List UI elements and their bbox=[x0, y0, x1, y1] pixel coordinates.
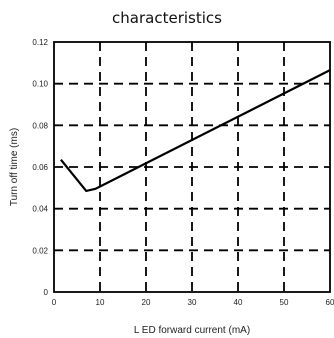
plot-border bbox=[53, 41, 331, 293]
y-tick-label: 0.08 bbox=[32, 121, 48, 130]
x-tick-labels: 0 10 20 30 40 50 60 bbox=[52, 298, 334, 307]
x-tick-label: 50 bbox=[280, 298, 289, 307]
series-layer bbox=[60, 69, 331, 193]
x-tick-label: 0 bbox=[52, 298, 57, 307]
y-tick-label: 0.10 bbox=[32, 80, 48, 89]
y-tick-label: 0.02 bbox=[32, 246, 48, 255]
y-tick-label: 0 bbox=[44, 288, 49, 297]
series-line bbox=[60, 69, 331, 193]
x-axis-label: L ED forward current (mA) bbox=[134, 325, 250, 336]
x-tick-label: 60 bbox=[326, 298, 334, 307]
y-axis-label: Turn off time (ms) bbox=[9, 128, 20, 206]
plot-frame bbox=[53, 41, 331, 293]
chart-title: characteristics bbox=[112, 9, 222, 27]
x-tick-label: 20 bbox=[142, 298, 151, 307]
y-tick-label: 0.06 bbox=[32, 163, 48, 172]
x-tick-label: 40 bbox=[234, 298, 243, 307]
grid-lines bbox=[54, 42, 330, 292]
y-tick-label: 0.12 bbox=[32, 38, 48, 47]
x-tick-label: 10 bbox=[96, 298, 105, 307]
y-tick-label: 0.04 bbox=[32, 205, 48, 214]
x-tick-label: 30 bbox=[188, 298, 197, 307]
y-tick-labels: 0 0.02 0.04 0.06 0.08 0.10 0.12 bbox=[32, 38, 48, 297]
